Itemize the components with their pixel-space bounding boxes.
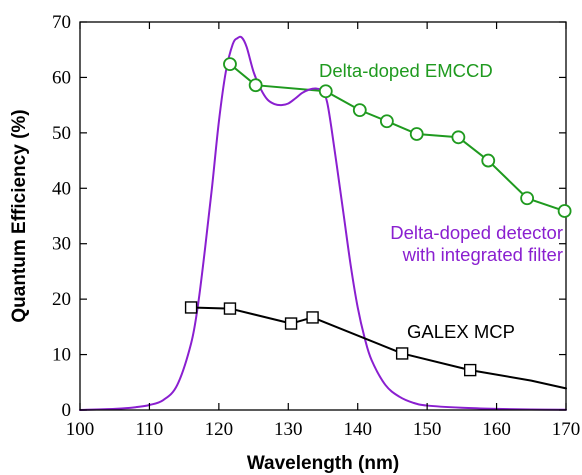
x-tick-label: 120 bbox=[205, 419, 234, 440]
x-tick-label: 170 bbox=[552, 419, 581, 440]
data-point-galex-mcp bbox=[395, 347, 409, 360]
data-point-galex-mcp bbox=[223, 302, 237, 315]
data-point-galex-mcp bbox=[306, 311, 319, 324]
data-point-delta-doped-emccd bbox=[248, 78, 263, 93]
x-axis-title: Wavelength (nm) bbox=[247, 453, 399, 474]
data-point-galex-mcp bbox=[463, 363, 477, 377]
data-point-delta-doped-emccd bbox=[379, 114, 394, 129]
data-point-delta-doped-emccd bbox=[557, 204, 572, 218]
data-point-galex-mcp bbox=[284, 317, 298, 330]
series-line-delta-doped-emccd bbox=[228, 63, 566, 213]
data-point-delta-doped-emccd bbox=[451, 130, 466, 145]
data-point-delta-doped-emccd bbox=[409, 127, 424, 141]
plot-area bbox=[79, 35, 567, 411]
y-tick-label: 0 bbox=[62, 400, 72, 421]
series-labels: Delta-doped EMCCD Delta-doped detector wit… bbox=[319, 60, 563, 342]
y-tick-label: 50 bbox=[52, 123, 71, 144]
series-line-delta-doped-detector-with-integrated-filter bbox=[79, 35, 567, 411]
series-markers bbox=[184, 57, 572, 377]
x-tick-label: 150 bbox=[413, 419, 442, 440]
series-label-galex-mcp: GALEX MCP bbox=[407, 321, 515, 342]
x-tick-label: 110 bbox=[136, 419, 164, 440]
data-point-galex-mcp bbox=[184, 301, 198, 314]
data-point-delta-doped-emccd bbox=[318, 84, 333, 99]
x-tick-label: 100 bbox=[66, 419, 95, 440]
series-line-galex-mcp bbox=[190, 306, 567, 390]
x-tick-label: 130 bbox=[274, 419, 303, 440]
data-point-delta-doped-emccd bbox=[520, 191, 535, 206]
y-tick-label: 40 bbox=[52, 178, 71, 199]
x-tick-label: 140 bbox=[343, 419, 372, 440]
data-point-delta-doped-emccd bbox=[481, 153, 496, 168]
axis-ticks: 100 110 120 130 140 150 160 170 0 10 20 30 40 50 60 70 bbox=[52, 12, 580, 440]
series-label-delta-doped-detector-with-integrated-filter: Delta-doped detector with integrated filt… bbox=[390, 222, 563, 265]
y-tick-label: 10 bbox=[52, 345, 71, 366]
x-tick-label: 160 bbox=[482, 419, 511, 440]
y-axis-title: Quantum Efficiency (%) bbox=[9, 109, 30, 322]
y-tick-label: 30 bbox=[52, 234, 71, 255]
data-point-delta-doped-emccd bbox=[352, 103, 367, 118]
series-label-delta-doped-emccd: Delta-doped EMCCD bbox=[319, 60, 493, 81]
data-point-delta-doped-emccd bbox=[223, 57, 237, 72]
y-tick-label: 70 bbox=[52, 12, 71, 33]
y-tick-label: 60 bbox=[52, 67, 71, 88]
y-tick-label: 20 bbox=[52, 289, 71, 310]
